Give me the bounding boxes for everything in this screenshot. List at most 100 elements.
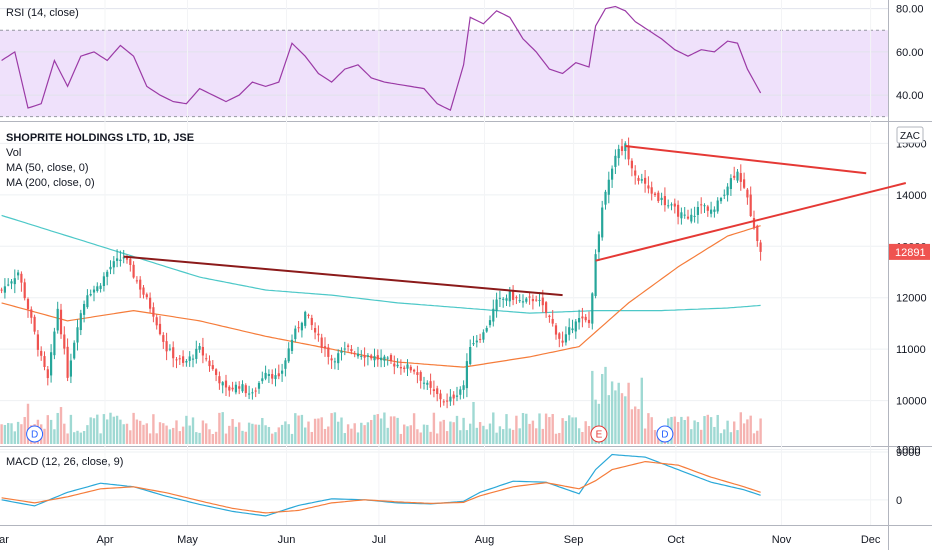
candle-body[interactable] bbox=[119, 259, 122, 262]
candlesticks[interactable] bbox=[0, 137, 762, 409]
candle-body[interactable] bbox=[132, 264, 135, 278]
candle-body[interactable] bbox=[581, 316, 584, 319]
candle-body[interactable] bbox=[653, 193, 657, 196]
candle-body[interactable] bbox=[99, 285, 102, 289]
candle-body[interactable] bbox=[512, 291, 515, 300]
candle-body[interactable] bbox=[86, 295, 89, 308]
candle-body[interactable] bbox=[683, 214, 686, 216]
candle-body[interactable] bbox=[284, 360, 287, 369]
candle-body[interactable] bbox=[304, 311, 307, 326]
candle-body[interactable] bbox=[129, 258, 132, 265]
candle-body[interactable] bbox=[670, 204, 673, 206]
candle-body[interactable] bbox=[224, 380, 228, 388]
month-label[interactable]: Sep bbox=[564, 534, 584, 546]
candle-body[interactable] bbox=[43, 356, 46, 367]
candle-body[interactable] bbox=[686, 216, 690, 219]
candle-body[interactable] bbox=[0, 289, 3, 291]
event-marker-earnings[interactable] bbox=[590, 425, 608, 443]
time-axis[interactable]: Mar Apr May Jun Jul Aug Sep Oct Nov Dec bbox=[0, 534, 881, 546]
candle-body[interactable] bbox=[459, 389, 462, 395]
candle-body[interactable] bbox=[479, 338, 482, 340]
candle-body[interactable] bbox=[531, 298, 534, 302]
candle-body[interactable] bbox=[244, 385, 247, 394]
candle-body[interactable] bbox=[142, 287, 145, 295]
candle-body[interactable] bbox=[752, 218, 756, 229]
candle-body[interactable] bbox=[307, 314, 310, 316]
candle-body[interactable] bbox=[155, 317, 158, 326]
candle-body[interactable] bbox=[3, 286, 6, 293]
candle-body[interactable] bbox=[386, 357, 389, 359]
candle-body[interactable] bbox=[432, 389, 435, 391]
candle-body[interactable] bbox=[20, 273, 23, 283]
candle-body[interactable] bbox=[267, 374, 270, 376]
candle-body[interactable] bbox=[122, 257, 125, 259]
candle-body[interactable] bbox=[739, 173, 742, 182]
candle-body[interactable] bbox=[416, 372, 419, 375]
candle-body[interactable] bbox=[756, 225, 759, 242]
month-label[interactable]: Nov bbox=[772, 534, 792, 546]
candle-body[interactable] bbox=[422, 382, 426, 384]
candle-body[interactable] bbox=[10, 281, 13, 284]
candle-body[interactable] bbox=[551, 318, 554, 324]
candle-body[interactable] bbox=[663, 196, 666, 206]
month-label[interactable]: Jul bbox=[372, 534, 386, 546]
candle-body[interactable] bbox=[323, 346, 327, 349]
candle-body[interactable] bbox=[261, 378, 264, 382]
candle-body[interactable] bbox=[455, 395, 459, 397]
candle-body[interactable] bbox=[706, 206, 709, 211]
month-label[interactable]: Oct bbox=[667, 534, 684, 546]
candle-body[interactable] bbox=[525, 298, 528, 302]
candle-body[interactable] bbox=[545, 302, 548, 314]
candle-body[interactable] bbox=[380, 357, 383, 361]
candle-body[interactable] bbox=[587, 319, 591, 324]
candle-body[interactable] bbox=[30, 309, 33, 318]
trendlines[interactable] bbox=[123, 145, 907, 297]
month-label[interactable]: Aug bbox=[475, 534, 495, 546]
candle-body[interactable] bbox=[294, 328, 297, 340]
candle-body[interactable] bbox=[429, 381, 432, 388]
candle-body[interactable] bbox=[168, 348, 171, 350]
candle-body[interactable] bbox=[508, 291, 511, 302]
candle-body[interactable] bbox=[535, 299, 538, 301]
candle-body[interactable] bbox=[310, 317, 313, 326]
candle-body[interactable] bbox=[320, 337, 323, 348]
candle-body[interactable] bbox=[759, 242, 762, 252]
candle-body[interactable] bbox=[634, 170, 637, 176]
candle-body[interactable] bbox=[485, 327, 488, 332]
candle-body[interactable] bbox=[528, 296, 531, 298]
candle-body[interactable] bbox=[198, 346, 201, 350]
candle-body[interactable] bbox=[350, 349, 353, 352]
candle-body[interactable] bbox=[703, 205, 706, 207]
candle-body[interactable] bbox=[356, 353, 360, 357]
candle-body[interactable] bbox=[370, 355, 373, 359]
candle-body[interactable] bbox=[426, 382, 429, 385]
candle-body[interactable] bbox=[264, 372, 267, 379]
candle-body[interactable] bbox=[300, 322, 303, 331]
candle-body[interactable] bbox=[218, 376, 221, 384]
candle-body[interactable] bbox=[604, 191, 607, 205]
candle-body[interactable] bbox=[152, 307, 155, 317]
candle-body[interactable] bbox=[399, 367, 402, 369]
candle-body[interactable] bbox=[343, 348, 346, 350]
candle-body[interactable] bbox=[578, 317, 581, 323]
candle-body[interactable] bbox=[541, 297, 544, 306]
candle-body[interactable] bbox=[112, 261, 115, 268]
candle-body[interactable] bbox=[333, 361, 336, 363]
candle-body[interactable] bbox=[561, 340, 564, 343]
candle-body[interactable] bbox=[667, 205, 670, 207]
candle-body[interactable] bbox=[165, 341, 168, 352]
candle-body[interactable] bbox=[677, 204, 680, 217]
candle-body[interactable] bbox=[611, 168, 614, 180]
candle-body[interactable] bbox=[26, 299, 30, 310]
candle-body[interactable] bbox=[238, 386, 241, 389]
candle-body[interactable] bbox=[234, 384, 237, 393]
candle-body[interactable] bbox=[17, 272, 20, 276]
candle-body[interactable] bbox=[521, 301, 525, 303]
candle-body[interactable] bbox=[116, 258, 119, 261]
candle-body[interactable] bbox=[353, 353, 356, 355]
candle-body[interactable] bbox=[389, 355, 393, 362]
candle-body[interactable] bbox=[73, 342, 76, 359]
candle-body[interactable] bbox=[442, 401, 445, 403]
month-label[interactable]: May bbox=[177, 534, 198, 546]
